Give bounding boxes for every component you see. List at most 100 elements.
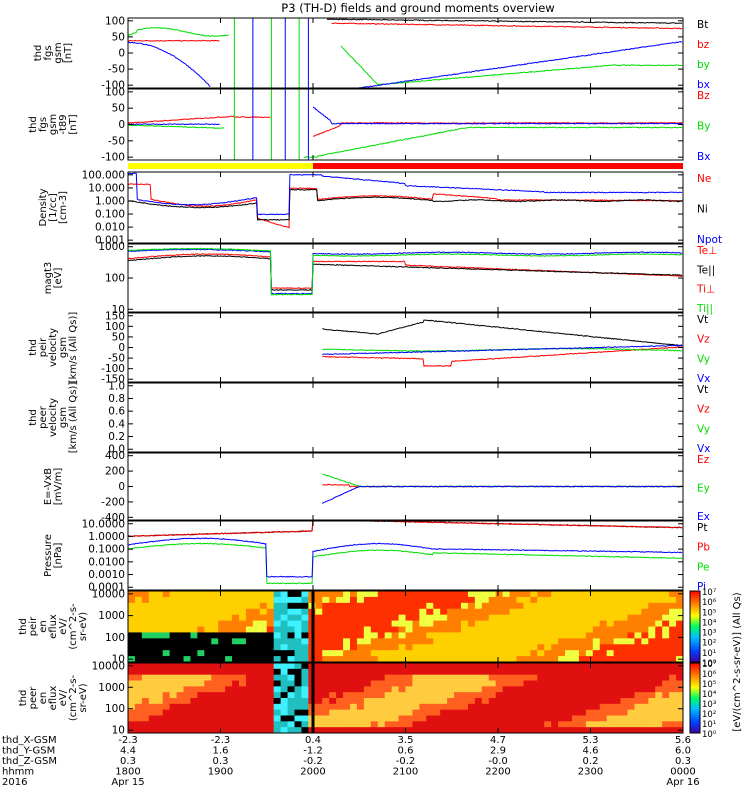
x-tick-value: 2.9 (490, 746, 506, 757)
colorbar-tick: 10³ (702, 629, 716, 639)
colorbar (689, 590, 701, 663)
trace-Pe (128, 542, 683, 585)
y-axis-label: thdpeirvelocitygsm[km/s (All Qs)] (28, 312, 79, 384)
y-tick-label: 0 (118, 481, 125, 493)
y-axis-label: magt3[eV] (43, 262, 64, 295)
x-tick-value: 1800 (115, 767, 140, 778)
x-tick-value: 3.5 (398, 735, 414, 746)
x-tick-value: 2100 (393, 767, 418, 778)
x-tick-value: -0.0 (488, 756, 508, 767)
trace-Ni (128, 188, 683, 221)
panel-5: 1.00.80.60.40.20.0 thdpeervelocitygsm[km/… (28, 380, 710, 455)
x-tick-value: 5.6 (675, 735, 691, 746)
legend-bz: bz (697, 39, 710, 51)
y-tick-label: -200 (101, 496, 125, 508)
legend-Pb: Pb (697, 542, 710, 554)
status-bar-yellow (128, 163, 313, 169)
y-tick-label: 100 (105, 703, 125, 715)
trace-Til (128, 247, 683, 296)
legend-Ti⊥: Ti⊥ (696, 284, 715, 296)
y-tick-label: 150 (105, 310, 125, 322)
legend-Vz: Vz (697, 334, 710, 346)
x-row-label: thd_X-GSM (2, 735, 57, 746)
y-tick-label: 100 (105, 86, 125, 98)
panel-frame (127, 520, 684, 591)
y-tick-label: 0.2 (108, 431, 125, 443)
panel-frame (127, 382, 684, 453)
legend-Vy: Vy (697, 353, 710, 365)
y-tick-label: 100 (105, 273, 125, 285)
panel-1: 100 50 0 -50 -100 thdfgsgsm-t89[nT] Bz By Bx (28, 86, 710, 169)
x-tick-value: 1.6 (213, 746, 229, 757)
y-tick-label: -50 (108, 64, 125, 76)
traces-4 (322, 319, 683, 368)
x-tick-value: 6.0 (675, 746, 691, 757)
trace-Pi (128, 537, 683, 578)
x-tick-value: 2200 (485, 767, 510, 778)
panel-3: 1000 100 10 magt3[eV] Te⊥ Te|| Ti⊥ Ti|| (43, 241, 717, 316)
y-tick-label: 1000 (98, 241, 125, 253)
y-tick-label: -50 (108, 135, 125, 147)
colorbar (689, 662, 701, 734)
colorbar-tick: 10⁶ (702, 670, 717, 680)
x-tick-value: 4.4 (120, 746, 136, 757)
x-tick-value: 5.3 (583, 735, 599, 746)
y-axis-label: thdpeirenefluxeV/(cm^2-s-sr-eV) (18, 603, 89, 650)
y-tick-label: 10 (112, 654, 125, 666)
y-tick-label: 400 (105, 450, 125, 462)
colorbar-tick: 10⁶ (702, 598, 717, 608)
legend-Ni: Ni (697, 204, 708, 216)
x-tick-value: 1900 (208, 767, 233, 778)
y-tick-label: 1000 (98, 682, 125, 694)
legend-by: by (697, 59, 710, 71)
trace-by (128, 26, 683, 86)
y-tick-label: 0.0100 (88, 556, 125, 568)
y-axis-label: thdfgsgsm-t89[nT] (28, 114, 79, 135)
x-tick-value: -2.3 (118, 735, 138, 746)
panel-6: 400 200 0 -200 -400 E=-VxB[mV/m] Ez Ey Ex (43, 450, 710, 524)
y-tick-label: 0 (118, 342, 125, 354)
y-axis-label: Pressure[nPa] (43, 534, 64, 577)
legend-Te⊥: Te⊥ (696, 245, 717, 257)
x-tick-value: 2300 (578, 767, 603, 778)
legend-Vt: Vt (697, 384, 708, 396)
y-tick-label: 50 (112, 331, 125, 343)
y-tick-label: 0.4 (108, 418, 125, 430)
x-tick-value: 4.7 (490, 735, 506, 746)
legend-Vy: Vy (697, 423, 710, 435)
y-axis-label: thdpeervelocitygsm[km/s (All Qs)] (28, 382, 79, 454)
x-row-label: hhmm (2, 767, 34, 778)
trace-Tep (128, 253, 683, 290)
trace-Vz (322, 346, 683, 368)
y-tick-label: 0.8 (108, 393, 125, 405)
legend-Ne: Ne (697, 173, 711, 185)
x-tick-value: -2.3 (211, 735, 231, 746)
legend-Pe: Pe (697, 561, 709, 573)
colorbar-tick: 10² (702, 710, 716, 720)
legend-Vx: Vx (697, 373, 710, 385)
colorbar-tick: 10⁷ (702, 588, 717, 598)
panel-9: 10000 1000 100 10 thdpeerenefluxeV/(cm^2-s-s… (18, 660, 684, 737)
y-tick-label: -400 (101, 512, 125, 524)
y-tick-label: 100.000 (82, 169, 125, 181)
y-tick-label: 10.000 (88, 182, 125, 194)
y-axis-label: Density[1/cc][cm-3] (38, 188, 69, 226)
trace-Bt (326, 18, 683, 25)
legend-By: By (697, 121, 710, 133)
y-tick-label: 50 (112, 31, 125, 43)
x-row-label: thd_Z-GSM (2, 756, 57, 767)
x-tick-value: 2000 (300, 767, 325, 778)
y-tick-label: 50 (112, 103, 125, 115)
y-axis-label: E=-VxB[mV/m] (43, 468, 64, 506)
colorbar-tick: 10⁰ (702, 730, 717, 740)
panel-8: 10000 1000 100 10 thdpeirenefluxeV/(cm^2-s-s… (18, 588, 684, 666)
legend-Npot: Npot (697, 234, 722, 246)
x-tick-value: 0.6 (398, 746, 414, 757)
y-tick-label: 0.0010 (88, 569, 125, 581)
x-tick-value: 0.2 (583, 756, 599, 767)
y-tick-label: -150 (101, 374, 125, 386)
colorbar-tick: 10⁵ (702, 608, 716, 618)
panel-0: 100 50 0 -50 -100 thdfgsgsm[nT] Bt bz by bx (33, 15, 710, 91)
legend-Ey: Ey (697, 483, 710, 495)
trace-Vt (322, 319, 683, 347)
